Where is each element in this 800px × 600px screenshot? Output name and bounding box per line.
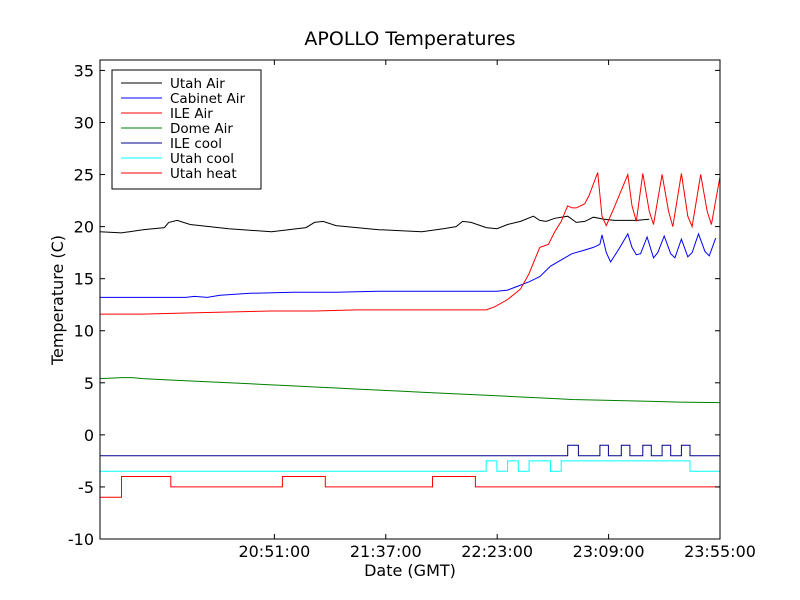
y-tick-label: 35: [74, 61, 94, 80]
y-tick-label: 25: [74, 166, 94, 185]
legend-box: [111, 69, 262, 190]
y-tick-label: -10: [68, 530, 94, 549]
series-line-ile-cool: [100, 444, 720, 457]
series-line-utah-heat: [100, 476, 720, 498]
legend-label-utah-cool: Utah cool: [170, 151, 234, 167]
chart-title: APOLLO Temperatures: [304, 28, 515, 50]
plot-frame: [99, 59, 721, 540]
legend-label-dome-air: Dome Air: [170, 121, 233, 137]
y-tick-label: 15: [74, 270, 94, 289]
legend-label-utah-air: Utah Air: [170, 76, 225, 92]
legend-label-ile-cool: ILE cool: [170, 136, 222, 152]
series-line-dome-air: [100, 377, 720, 404]
series-line-utah-cool: [100, 460, 720, 472]
series-line-utah-air: [100, 215, 650, 234]
plot-lines: [100, 172, 720, 498]
y-tick-label: -5: [78, 478, 94, 497]
legend-label-ile-air: ILE Air: [170, 106, 213, 122]
y-tick-label: 0: [84, 426, 94, 445]
x-tick-label: 23:09:00: [573, 542, 645, 561]
y-tick-label: 5: [84, 374, 94, 393]
legend-label-cabinet-air: Cabinet Air: [170, 91, 245, 107]
x-axis-title: Date (GMT): [364, 561, 456, 580]
x-tick-label: 22:23:00: [461, 542, 533, 561]
x-tick-label: 20:51:00: [238, 542, 310, 561]
y-tick-label: 20: [74, 218, 94, 237]
y-tick-label: 30: [74, 113, 94, 132]
axes: 35 30 25 20 15 10 5 0 -5 -10 20:51:00 21:37:00 22:23…: [68, 59, 756, 561]
series-line-ile-air: [100, 172, 720, 315]
y-axis-title: Temperature (C): [48, 235, 67, 366]
x-tick-label: 21:37:00: [350, 542, 422, 561]
x-tick-label: 23:55:00: [684, 542, 756, 561]
y-tick-label: 10: [74, 322, 94, 341]
legend-label-utah-heat: Utah heat: [170, 166, 237, 182]
series-line-cabinet-air: [100, 232, 717, 298]
